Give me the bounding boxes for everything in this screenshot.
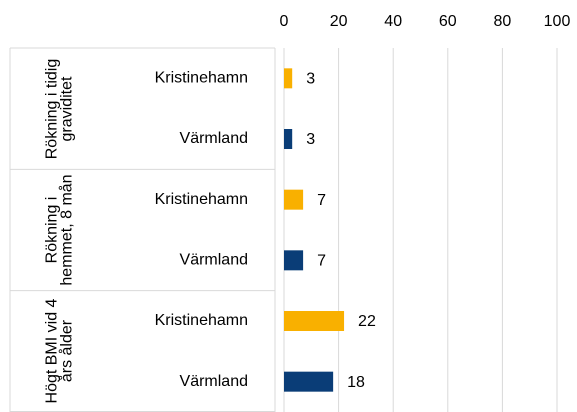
- value-label: 7: [317, 192, 326, 209]
- x-tick-label: 60: [439, 13, 457, 30]
- category-label: Värmland: [180, 373, 248, 390]
- value-label: 3: [306, 131, 315, 148]
- x-tick-label: 40: [384, 13, 402, 30]
- x-tick-label: 80: [494, 13, 512, 30]
- category-label: Kristinehamn: [155, 312, 248, 329]
- value-label: 18: [347, 374, 365, 391]
- bar: [284, 189, 304, 210]
- category-label: Värmland: [180, 252, 248, 269]
- group-label: Högt BMI vid 4 års ålder: [43, 298, 76, 404]
- bar: [284, 371, 334, 392]
- value-label: 22: [358, 313, 376, 330]
- bar: [284, 250, 304, 271]
- bar: [284, 311, 345, 331]
- x-tick-label: 0: [280, 13, 289, 30]
- category-label: Kristinehamn: [155, 191, 248, 208]
- bar: [284, 129, 293, 149]
- value-label: 3: [306, 71, 315, 88]
- group-label: Rökning i hemmet, 8 mån: [43, 174, 76, 286]
- group-label: Rökning i tidig graviditet: [43, 58, 76, 159]
- value-label: 7: [317, 253, 326, 270]
- x-tick-label: 20: [330, 13, 348, 30]
- category-label: Värmland: [180, 130, 248, 147]
- bar: [284, 68, 293, 89]
- x-tick-label: 100: [544, 13, 571, 30]
- category-label: Kristinehamn: [155, 70, 248, 87]
